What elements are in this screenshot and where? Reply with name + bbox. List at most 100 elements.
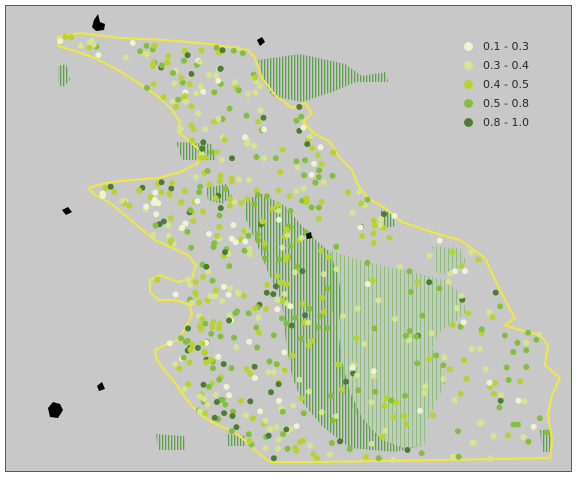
- sample-point: [296, 127, 303, 134]
- sample-point: [543, 429, 550, 436]
- sample-point: [467, 249, 474, 256]
- sample-point: [251, 142, 257, 149]
- sample-point: [222, 185, 229, 192]
- sample-point: [298, 335, 305, 342]
- sample-point: [364, 196, 371, 203]
- sample-point: [215, 115, 222, 122]
- sample-point: [209, 277, 216, 284]
- sample-point: [369, 277, 376, 284]
- sample-point: [246, 438, 253, 445]
- sample-point: [200, 139, 207, 146]
- sample-point: [475, 256, 482, 263]
- sample-point: [262, 417, 269, 424]
- sample-point: [370, 230, 377, 237]
- sample-point: [206, 383, 212, 390]
- sample-point: [328, 392, 335, 399]
- sample-point: [211, 89, 218, 96]
- sample-point: [241, 247, 248, 254]
- sample-point: [245, 177, 252, 183]
- sample-point: [349, 364, 356, 371]
- legend-swatch: [464, 99, 473, 108]
- sample-point: [298, 395, 305, 402]
- sample-point: [228, 365, 235, 372]
- sample-point: [309, 145, 316, 152]
- sample-point: [261, 240, 268, 247]
- sample-point: [216, 325, 223, 332]
- sample-point: [490, 390, 497, 397]
- sample-point: [520, 434, 527, 441]
- sample-point: [278, 315, 285, 322]
- legend-item: 0.8 - 1.0: [464, 113, 564, 132]
- sample-point: [226, 312, 233, 319]
- sample-point: [226, 392, 233, 399]
- sample-point: [181, 386, 188, 393]
- sample-point: [197, 154, 204, 161]
- sample-point: [476, 345, 483, 352]
- sample-point: [225, 291, 232, 298]
- sample-point: [244, 140, 251, 147]
- sample-point: [276, 256, 282, 263]
- sample-point: [160, 93, 167, 100]
- sample-point: [211, 414, 218, 421]
- sample-point: [242, 238, 249, 245]
- sample-point: [296, 103, 303, 110]
- sample-point: [482, 366, 489, 372]
- sample-point: [275, 187, 282, 194]
- sample-point: [354, 372, 360, 379]
- sample-point: [328, 440, 335, 446]
- map-legend: 0.1 - 0.3 0.3 - 0.4 0.4 - 0.5 0.5 - 0.8 …: [464, 37, 564, 132]
- sample-point: [536, 415, 543, 422]
- sample-point: [353, 335, 360, 342]
- sample-point: [165, 53, 172, 60]
- sample-point: [252, 375, 258, 382]
- sample-point: [169, 98, 176, 105]
- legend-item: 0.5 - 0.8: [464, 94, 564, 113]
- sample-point: [260, 114, 267, 121]
- hatched-area-small: [156, 434, 186, 450]
- sample-point: [237, 236, 244, 243]
- sample-point: [275, 381, 282, 388]
- sample-point: [283, 320, 290, 327]
- sample-point: [346, 446, 353, 452]
- sample-point: [265, 432, 272, 439]
- sample-point: [166, 191, 173, 198]
- sample-point: [370, 373, 377, 380]
- sample-point: [215, 77, 222, 84]
- sample-point: [213, 399, 220, 405]
- sample-point: [194, 198, 201, 205]
- sample-point: [199, 208, 206, 215]
- sample-point: [306, 305, 313, 312]
- sample-point: [199, 340, 206, 347]
- sample-point: [470, 439, 477, 446]
- legend-label: 0.1 - 0.3: [483, 40, 529, 53]
- sample-point: [321, 308, 327, 315]
- sample-point: [457, 390, 464, 397]
- sample-point: [229, 155, 235, 162]
- legend-item: 0.3 - 0.4: [464, 56, 564, 75]
- sample-point: [372, 388, 379, 395]
- sample-point: [255, 237, 262, 244]
- sample-point: [318, 409, 325, 416]
- sample-point: [219, 116, 226, 122]
- sample-point: [214, 148, 220, 155]
- sample-point: [214, 232, 221, 239]
- sample-point: [164, 59, 171, 66]
- sample-point: [205, 231, 212, 237]
- sample-point: [317, 313, 324, 320]
- sample-point: [206, 71, 213, 78]
- sample-point: [404, 447, 411, 453]
- sample-point: [188, 103, 195, 110]
- sample-point: [274, 306, 281, 313]
- sample-point: [273, 424, 280, 431]
- sample-point: [208, 330, 215, 337]
- sample-point: [245, 431, 252, 438]
- sample-point: [371, 325, 378, 332]
- sample-point: [203, 359, 209, 366]
- sample-point: [426, 252, 433, 259]
- sample-point: [433, 352, 440, 359]
- sample-point: [530, 423, 537, 430]
- sample-point: [264, 193, 270, 200]
- sample-point: [216, 223, 223, 230]
- sample-point: [129, 39, 136, 46]
- sample-point: [319, 294, 326, 301]
